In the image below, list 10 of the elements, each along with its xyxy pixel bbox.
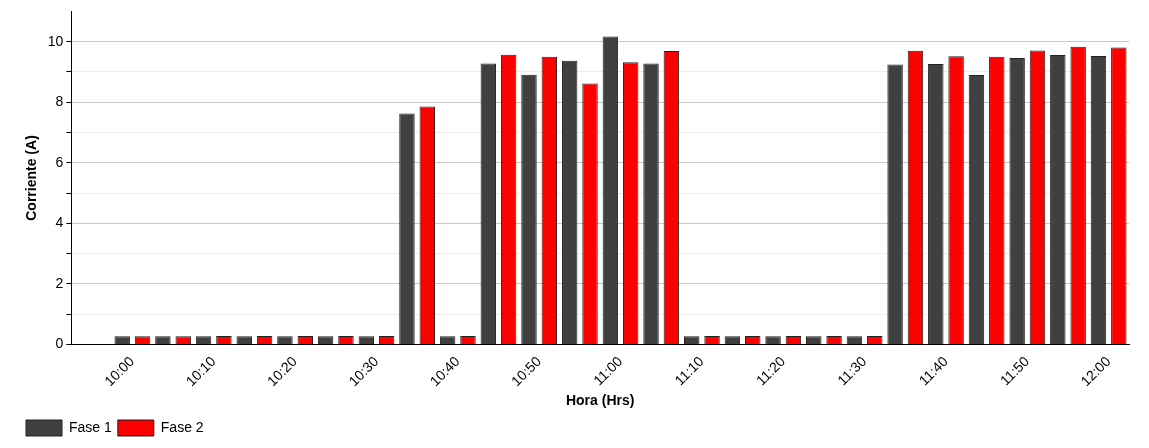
y-tick-label: 2 bbox=[55, 274, 64, 291]
y-tick-label: 6 bbox=[55, 153, 64, 170]
legend-label: Fase 2 bbox=[160, 418, 204, 435]
y-axis-title: Corriente (A) bbox=[23, 135, 40, 221]
y-tick-label: 4 bbox=[55, 214, 64, 231]
x-axis-title: Hora (Hrs) bbox=[565, 392, 635, 409]
y-tick-label: 0 bbox=[55, 335, 64, 352]
y-tick-label: 8 bbox=[55, 93, 64, 110]
legend-label: Fase 1 bbox=[69, 418, 113, 435]
y-tick-label: 10 bbox=[47, 32, 64, 49]
